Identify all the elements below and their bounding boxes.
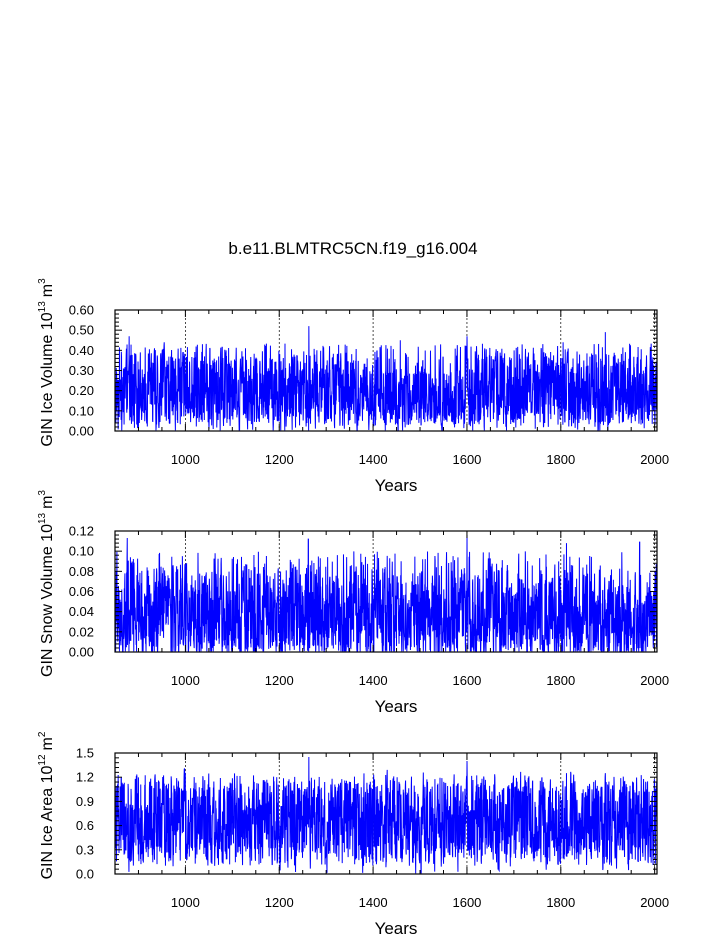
x-axis-label: Years bbox=[375, 476, 418, 495]
y-label-unit-exponent: 3 bbox=[37, 490, 48, 496]
y-tick-label: 0.00 bbox=[69, 424, 94, 439]
y-label-exponent: 12 bbox=[37, 754, 48, 766]
x-tick-label: 1600 bbox=[452, 673, 481, 688]
y-axis-label: GIN Ice Volume 1013 m3 bbox=[37, 278, 56, 447]
y-label-unit-exponent: 3 bbox=[37, 278, 48, 284]
y-tick-label: 0.04 bbox=[69, 604, 94, 619]
y-tick-label: 0.50 bbox=[69, 323, 94, 338]
y-label-exponent: 13 bbox=[37, 301, 48, 313]
y-tick-label: 0.10 bbox=[69, 403, 94, 418]
series-line bbox=[115, 326, 657, 431]
y-tick-label: 0.9 bbox=[76, 794, 94, 809]
y-tick-label: 0.40 bbox=[69, 343, 94, 358]
x-tick-label: 1000 bbox=[171, 673, 200, 688]
y-tick-label: 1.2 bbox=[76, 770, 94, 785]
panel-snow-volume: 1000 1200 1400 1600 1800 2000 0.00 0.02 0.04 0.06… bbox=[37, 490, 669, 716]
x-tick-label: 1800 bbox=[546, 673, 575, 688]
x-axis-label: Years bbox=[375, 697, 418, 716]
x-tick-label: 2000 bbox=[640, 895, 669, 910]
y-tick-label: 0.06 bbox=[69, 584, 94, 599]
x-tick-label: 1600 bbox=[452, 895, 481, 910]
y-label-unit: m bbox=[39, 737, 56, 750]
x-tick-label: 1000 bbox=[171, 452, 200, 467]
x-tick-label: 1200 bbox=[265, 673, 294, 688]
y-label-exponent: 13 bbox=[37, 512, 48, 524]
x-tick-label: 1000 bbox=[171, 895, 200, 910]
x-tick-label: 1400 bbox=[359, 452, 388, 467]
x-tick-label: 1800 bbox=[546, 452, 575, 467]
x-tick-label: 2000 bbox=[640, 452, 669, 467]
y-tick-label: 0.10 bbox=[69, 544, 94, 559]
y-tick-label: 1.5 bbox=[76, 746, 94, 761]
panel-ice-volume: 1000 1200 1400 1600 1800 2000 0.00 0.10 0.20 0.30… bbox=[37, 278, 669, 495]
y-tick-label: 0.12 bbox=[69, 524, 94, 539]
series-line bbox=[115, 757, 657, 874]
x-axis-label: Years bbox=[375, 919, 418, 935]
y-axis-label: GIN Snow Volume 1013 m3 bbox=[37, 490, 56, 677]
y-label-unit: m bbox=[39, 284, 56, 297]
chart-title: b.e11.BLMTRC5CN.f19_g16.004 bbox=[228, 239, 477, 258]
y-tick-label: 0.6 bbox=[76, 818, 94, 833]
y-tick-label: 0.60 bbox=[69, 303, 94, 318]
x-tick-label: 1400 bbox=[359, 673, 388, 688]
y-label-text: GIN Snow Volume 10 bbox=[39, 524, 56, 677]
y-tick-label: 0.02 bbox=[69, 624, 94, 639]
panels: 1000 1200 1400 1600 1800 20000.000.100.200.30… bbox=[37, 278, 669, 935]
y-tick-label: 0.00 bbox=[69, 645, 94, 660]
y-label-unit: m bbox=[39, 496, 56, 509]
panel-ice-area: 1000 1200 1400 1600 1800 2000 0.0 0.3 0.6 0.9 1.2 1… bbox=[37, 731, 669, 935]
y-tick-label: 0.30 bbox=[69, 363, 94, 378]
y-label-unit-exponent: 2 bbox=[37, 731, 48, 737]
x-tick-label: 2000 bbox=[640, 673, 669, 688]
y-tick-label: 0.20 bbox=[69, 383, 94, 398]
x-tick-label: 1600 bbox=[452, 452, 481, 467]
y-label-text: GIN Ice Volume 10 bbox=[39, 312, 56, 446]
x-tick-label: 1800 bbox=[546, 895, 575, 910]
y-tick-label: 0.3 bbox=[76, 842, 94, 857]
plot-frame bbox=[114, 752, 658, 875]
x-tick-label: 1200 bbox=[265, 895, 294, 910]
x-tick-label: 1200 bbox=[265, 452, 294, 467]
x-tick-label: 1400 bbox=[359, 895, 388, 910]
y-axis-label: GIN Ice Area 1012 m2 bbox=[37, 731, 56, 879]
y-tick-label: 0.08 bbox=[69, 564, 94, 579]
y-tick-label: 0.0 bbox=[76, 867, 94, 882]
y-label-text: GIN Ice Area 10 bbox=[39, 765, 56, 879]
series-line bbox=[115, 535, 657, 652]
